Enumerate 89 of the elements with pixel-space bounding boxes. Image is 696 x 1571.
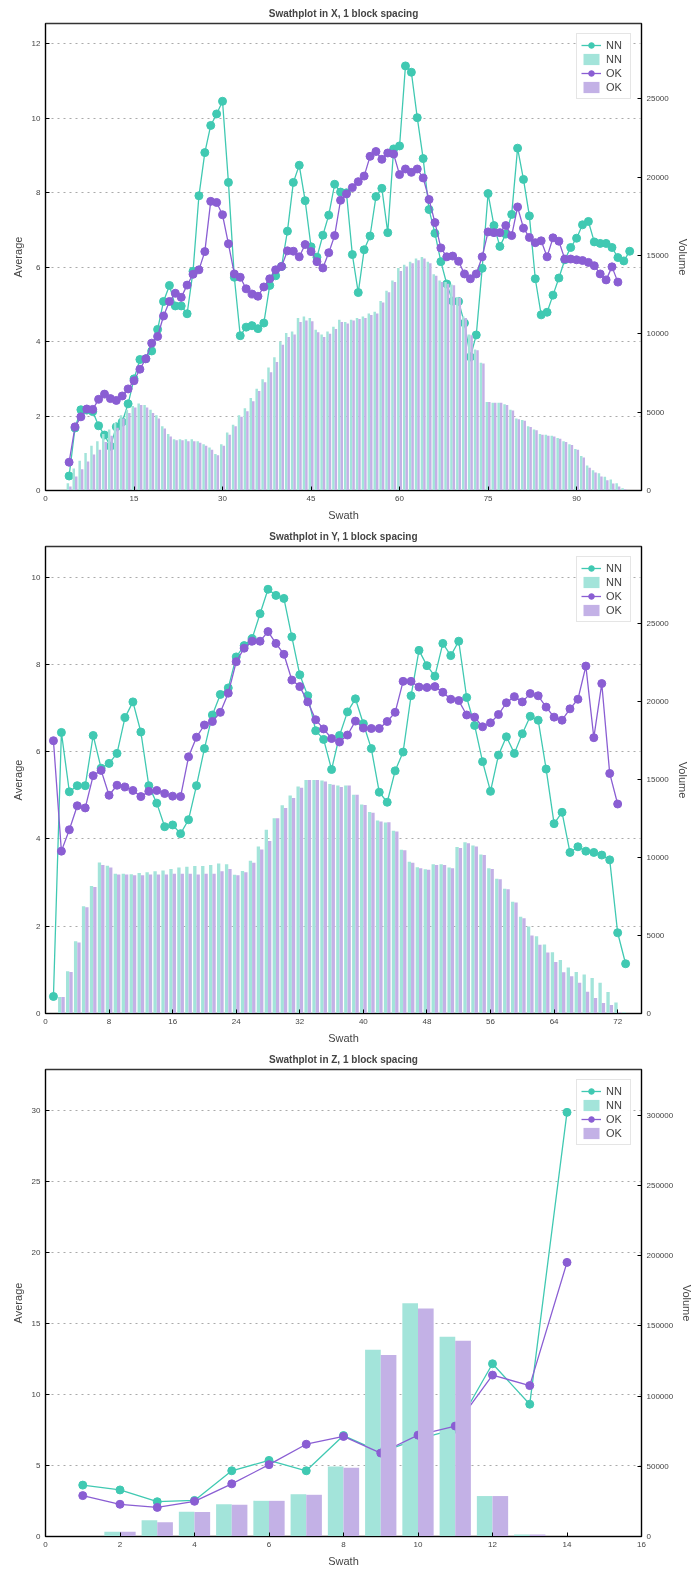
x-tick-label: 24 [231, 1016, 242, 1026]
legend-label: OK [606, 80, 623, 94]
y-tick-label: 8 [36, 659, 42, 669]
y2-tick-label: 0 [646, 1532, 652, 1541]
x-tick-label: 10 [413, 1539, 423, 1549]
y-tick-label: 15 [31, 1319, 42, 1329]
y2-axis-title: Volume [676, 238, 689, 276]
y2-tick-label: 50000 [646, 1461, 670, 1471]
x-axis-title: Swath [328, 1031, 359, 1044]
y-tick-label: 4 [36, 834, 42, 844]
y2-tick-label: 0 [646, 486, 652, 495]
x-tick-label: 75 [483, 493, 494, 503]
y-tick-label: 2 [36, 921, 42, 931]
y-tick-label: 10 [31, 1390, 42, 1400]
legend-label: NN [606, 575, 623, 589]
x-tick-label: 40 [358, 1016, 369, 1026]
y2-tick-label: 20000 [646, 696, 670, 706]
chart-title: Swathplot in X, 1 block spacing [268, 7, 419, 19]
y-axis-title: Average [11, 1282, 24, 1324]
x-tick-label: 90 [572, 493, 582, 503]
y-tick-label: 2 [36, 411, 42, 421]
y2-tick-label: 250000 [646, 1180, 674, 1190]
x-tick-label: 6 [266, 1539, 272, 1549]
y2-tick-label: 25000 [646, 94, 670, 104]
y2-tick-label: 150000 [646, 1321, 674, 1331]
x-tick-label: 56 [486, 1016, 496, 1026]
x-tick-label: 8 [341, 1539, 347, 1549]
x-tick-label: 30 [218, 493, 228, 503]
y2-tick-label: 20000 [646, 172, 670, 182]
y2-tick-label: 5000 [646, 407, 665, 417]
x-tick-label: 0 [43, 1539, 49, 1549]
x-tick-label: 16 [168, 1016, 178, 1026]
x-tick-label: 32 [295, 1016, 305, 1026]
x-tick-label: 0 [43, 493, 49, 503]
y-tick-label: 0 [36, 486, 42, 495]
x-tick-label: 4 [192, 1539, 198, 1549]
y-tick-label: 10 [31, 572, 42, 582]
y-tick-label: 10 [31, 113, 42, 123]
legend-label: OK [606, 1126, 623, 1140]
y-tick-label: 30 [31, 1106, 42, 1116]
y2-tick-label: 15000 [646, 250, 670, 260]
x-tick-label: 14 [562, 1539, 572, 1549]
y2-tick-label: 25000 [646, 618, 670, 628]
legend-label: OK [606, 66, 623, 80]
x-tick-label: 12 [488, 1539, 498, 1549]
x-tick-label: 60 [395, 493, 405, 503]
x-tick-label: 64 [549, 1016, 560, 1026]
x-tick-label: 16 [637, 1539, 647, 1549]
legend-label: OK [606, 1112, 623, 1126]
x-tick-label: 8 [106, 1016, 112, 1026]
y2-tick-label: 10000 [646, 852, 670, 862]
y2-tick-label: 100000 [646, 1391, 674, 1401]
y2-axis-title: Volume [676, 761, 689, 799]
y-tick-label: 12 [31, 39, 42, 49]
y2-tick-label: 15000 [646, 774, 670, 784]
y-tick-label: 25 [31, 1177, 42, 1187]
x-tick-label: 0 [43, 1016, 49, 1026]
legend-label: NN [606, 1084, 623, 1098]
y-tick-label: 4 [36, 337, 42, 347]
x-axis-title: Swath [328, 508, 359, 521]
y2-axis-title: Volume [681, 1284, 694, 1322]
legend-label: NN [606, 52, 623, 66]
x-tick-label: 2 [117, 1539, 123, 1549]
x-tick-label: 48 [422, 1016, 432, 1026]
y2-tick-label: 10000 [646, 329, 670, 339]
x-tick-label: 15 [129, 493, 140, 503]
y2-tick-label: 300000 [646, 1110, 674, 1120]
y-tick-label: 5 [36, 1461, 42, 1471]
y-tick-label: 8 [36, 188, 42, 198]
chart-title: Swathplot in Y, 1 block spacing [269, 530, 418, 542]
chart-title: Swathplot in Z, 1 block spacing [269, 1053, 418, 1065]
legend-label: NN [606, 1098, 623, 1112]
x-tick-label: 45 [306, 493, 317, 503]
y-tick-label: 6 [36, 262, 42, 272]
x-tick-label: 72 [613, 1016, 623, 1026]
legend-label: OK [606, 589, 623, 603]
legend-label: NN [606, 38, 623, 52]
legend-label: OK [606, 603, 623, 617]
y-tick-label: 6 [36, 747, 42, 757]
y2-tick-label: 5000 [646, 930, 665, 940]
y-tick-label: 0 [36, 1009, 42, 1018]
y-axis-title: Average [11, 236, 24, 278]
y2-tick-label: 200000 [646, 1251, 674, 1261]
x-axis-title: Swath [328, 1554, 359, 1567]
y-tick-label: 20 [31, 1248, 42, 1258]
legend-label: NN [606, 561, 623, 575]
y-tick-label: 0 [36, 1532, 42, 1541]
y-axis-title: Average [11, 759, 24, 801]
y2-tick-label: 0 [646, 1009, 652, 1018]
